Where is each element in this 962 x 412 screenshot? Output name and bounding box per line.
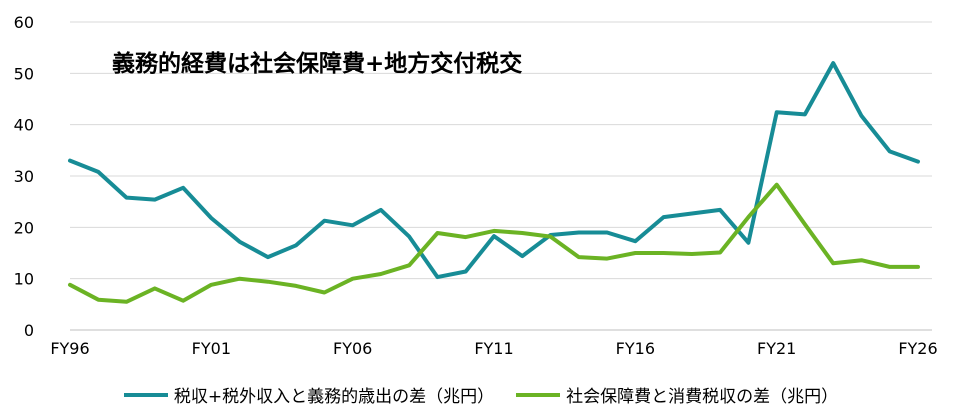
x-tick-labels: FY96 FY01 FY06 FY11 FY16 FY21 FY26 bbox=[50, 339, 937, 358]
legend-label-series-1: 社会保障費と消費税収の差（兆円） bbox=[566, 387, 839, 407]
series-line-0 bbox=[68, 61, 920, 280]
y-tick-label-20: 20 bbox=[14, 218, 34, 237]
legend-label-series-0: 税収+税外収入と義務的歳出の差（兆円） bbox=[173, 387, 495, 407]
y-tick-labels: 0 10 20 30 40 50 60 bbox=[14, 13, 34, 340]
y-tick-label-50: 50 bbox=[14, 64, 34, 83]
y-tick-label-10: 10 bbox=[14, 270, 34, 289]
x-tick-label-FY01: FY01 bbox=[192, 339, 231, 358]
series-line-1 bbox=[68, 182, 920, 304]
series-lines bbox=[68, 61, 920, 304]
x-tick-label-FY96: FY96 bbox=[50, 339, 89, 358]
y-tick-label-0: 0 bbox=[24, 321, 34, 340]
x-tick-label-FY06: FY06 bbox=[333, 339, 372, 358]
legend-item-series-1: 社会保障費と消費税収の差（兆円） bbox=[516, 382, 838, 407]
gridlines bbox=[70, 21, 932, 280]
legend-item-series-0: 税収+税外収入と義務的歳出の差（兆円） bbox=[123, 382, 495, 407]
x-tick-label-FY21: FY21 bbox=[757, 339, 796, 358]
x-tick-label-FY26: FY26 bbox=[898, 339, 937, 358]
chart-title: 義務的経費は社会保障費+地方交付税交 bbox=[112, 51, 523, 77]
y-tick-label-40: 40 bbox=[14, 116, 34, 135]
x-tick-label-FY11: FY11 bbox=[474, 339, 513, 358]
y-tick-label-30: 30 bbox=[14, 167, 34, 186]
x-tick-label-FY16: FY16 bbox=[616, 339, 655, 358]
legend-swatch-series-1 bbox=[516, 392, 561, 397]
legend: 税収+税外収入と義務的歳出の差（兆円） 社会保障費と消費税収の差（兆円） bbox=[0, 382, 962, 407]
y-tick-label-60: 60 bbox=[14, 13, 34, 32]
legend-swatch-series-0 bbox=[123, 392, 168, 397]
